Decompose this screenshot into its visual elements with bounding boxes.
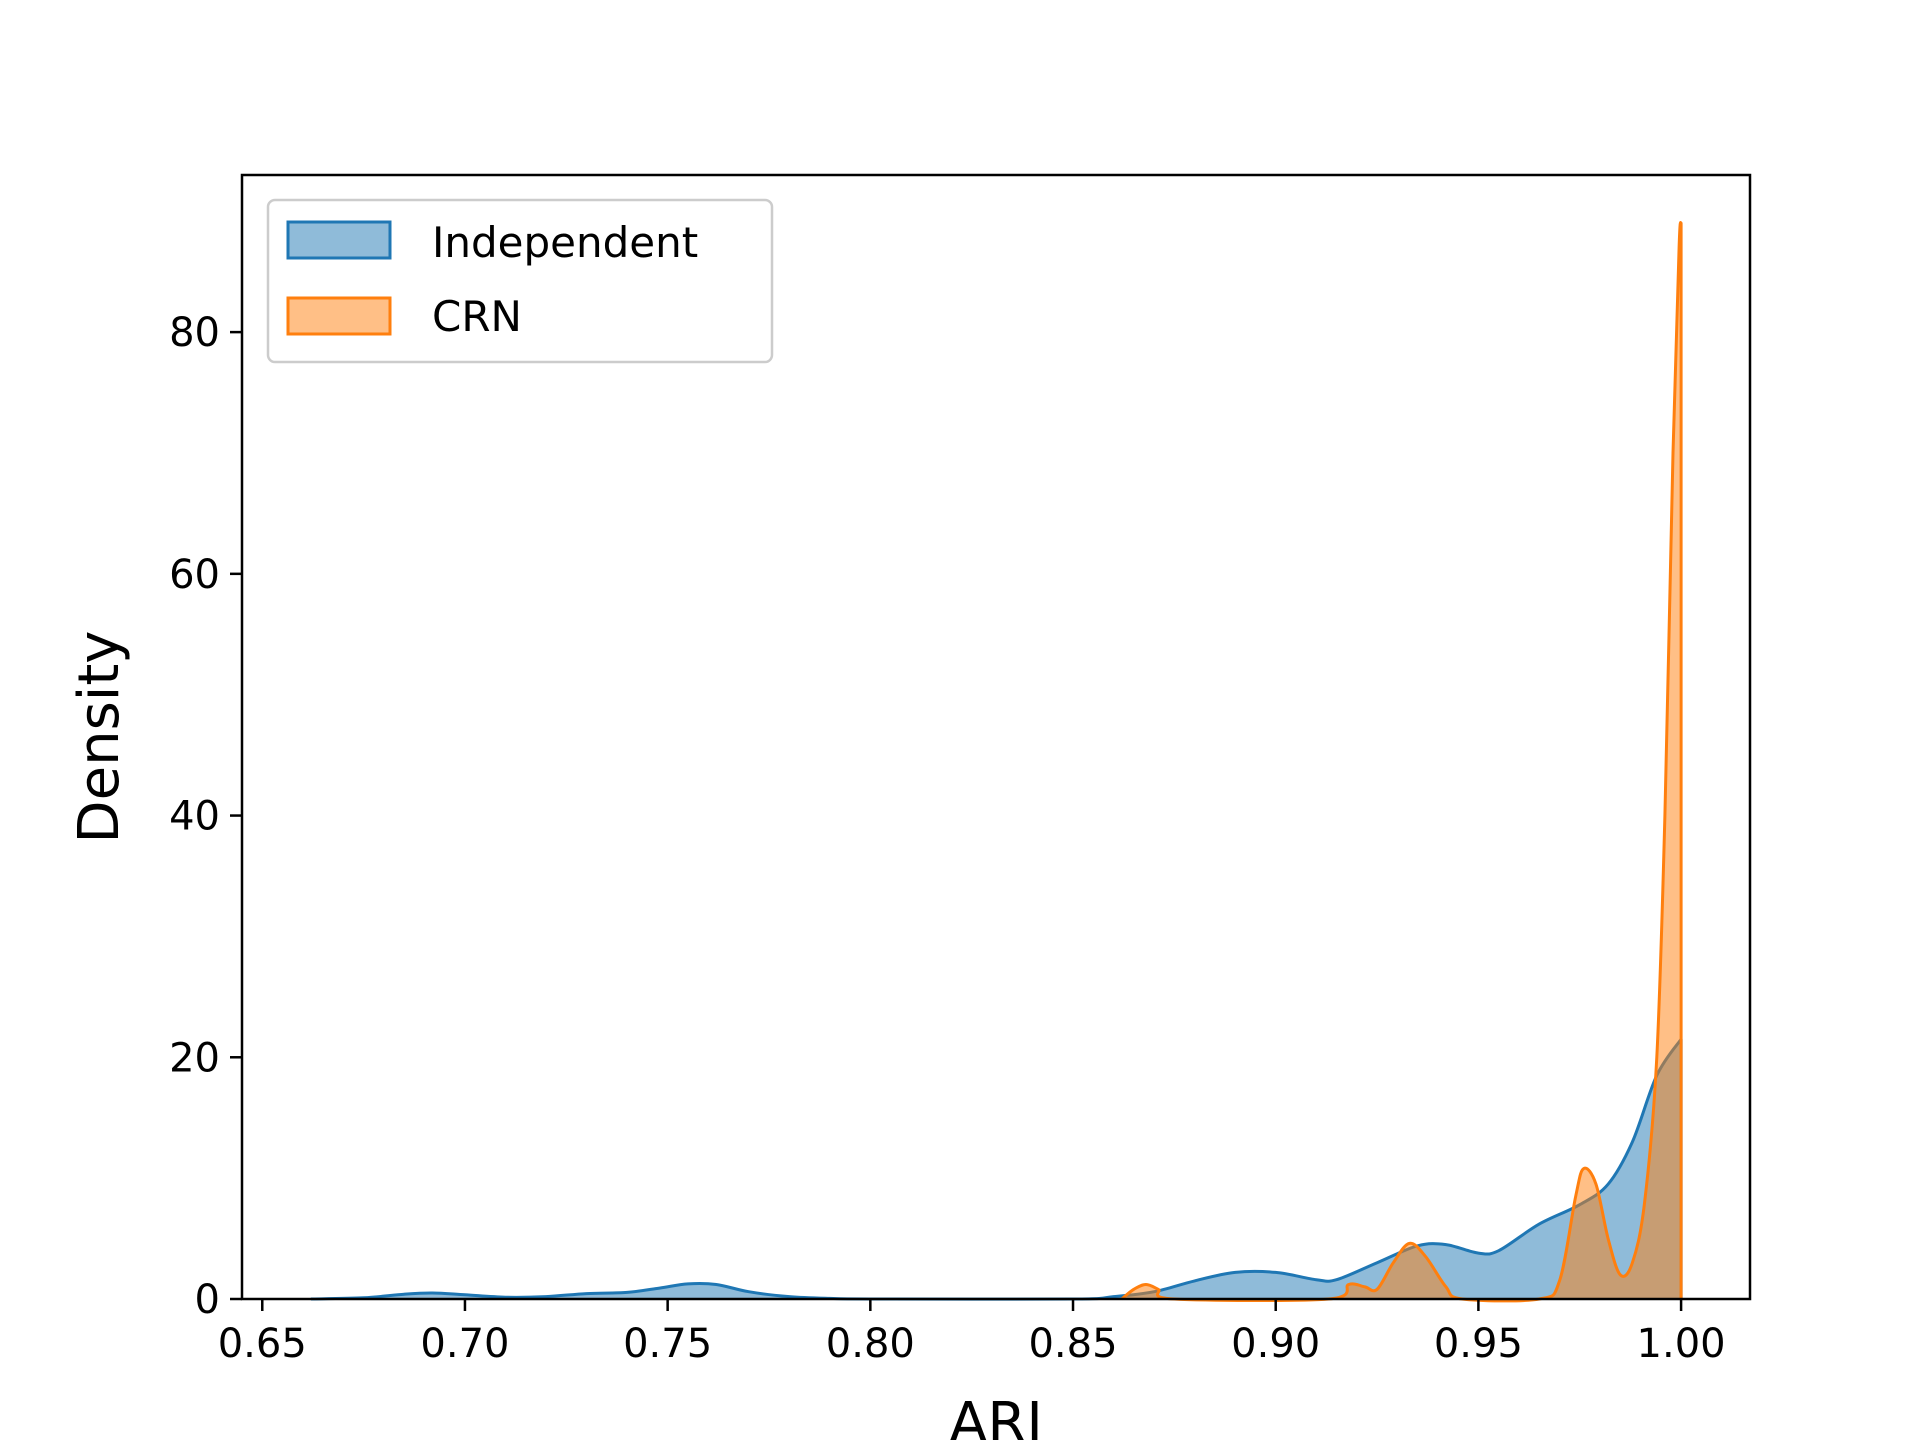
x-tick-label: 0.85 xyxy=(1028,1321,1117,1367)
legend-frame xyxy=(266,198,774,364)
x-tick-label: 0.95 xyxy=(1434,1321,1523,1367)
y-tick-label: 80 xyxy=(169,310,220,356)
y-ticks: 0 20 40 60 80 xyxy=(169,310,242,1323)
legend-label-crn: CRN xyxy=(432,292,522,341)
x-axis-title: ARI xyxy=(949,1391,1043,1440)
x-tick-label: 0.65 xyxy=(218,1321,307,1367)
y-tick-label: 40 xyxy=(169,794,220,840)
x-tick-label: 0.80 xyxy=(826,1321,915,1367)
density-line-independent xyxy=(310,1037,1683,1301)
series-layer xyxy=(310,221,1683,1303)
density-area-crn xyxy=(1121,222,1682,1301)
legend-label-independent: Independent xyxy=(432,218,698,267)
density-area-independent xyxy=(310,1039,1682,1300)
x-ticks: 0.65 0.70 0.75 0.80 0.85 0.90 0.95 1.00 xyxy=(218,1299,1726,1367)
legend: Independent CRN xyxy=(266,198,774,364)
plot-frame xyxy=(240,173,1752,1301)
x-tick-label: 0.90 xyxy=(1231,1321,1320,1367)
legend-swatch-independent xyxy=(286,220,392,260)
y-tick-label: 60 xyxy=(169,552,220,598)
y-tick-label: 20 xyxy=(169,1035,220,1081)
density-line-crn xyxy=(1120,221,1683,1303)
x-tick-label: 1.00 xyxy=(1637,1321,1726,1367)
y-axis-title: Density xyxy=(67,631,132,844)
x-tick-label: 0.70 xyxy=(420,1321,509,1367)
legend-swatch-crn xyxy=(286,296,392,336)
x-tick-label: 0.75 xyxy=(623,1321,712,1367)
y-tick-label: 0 xyxy=(195,1277,220,1323)
